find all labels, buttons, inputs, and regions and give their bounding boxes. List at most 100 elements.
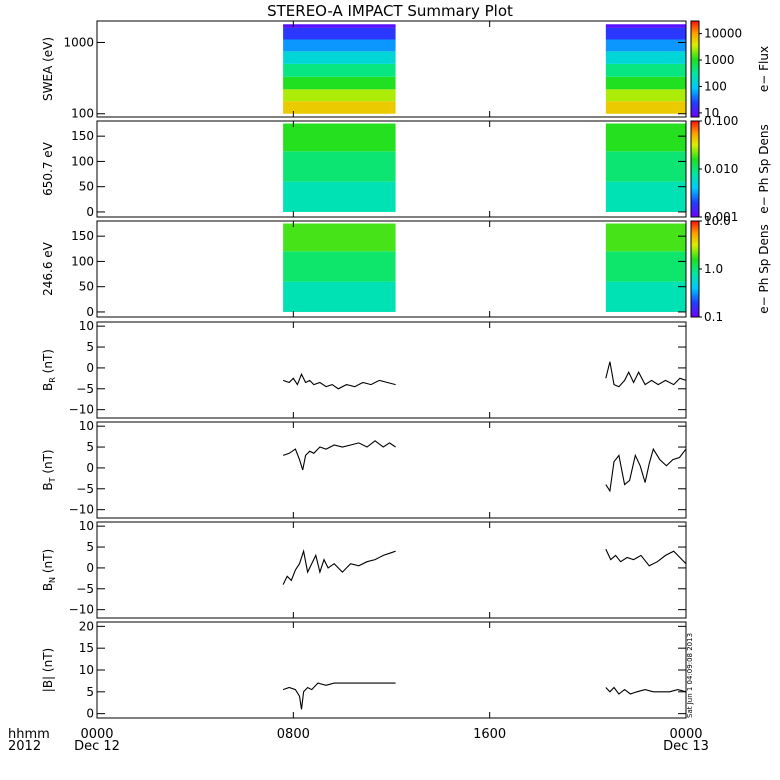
y-tick-label: 0 bbox=[86, 305, 94, 319]
heatmap-cell bbox=[605, 27, 686, 40]
y-tick-label: 150 bbox=[71, 129, 94, 143]
panel-4: −10 −5 0 5 10 BR (nT) bbox=[41, 319, 687, 419]
heatmap-cell bbox=[283, 123, 396, 152]
heatmap-cell bbox=[605, 123, 686, 152]
panel-6: −10 −5 0 5 10 BN (nT) bbox=[41, 519, 687, 619]
panel-7: 0 5 10 15 20 |B| (nT) bbox=[41, 619, 687, 721]
y-tick-label: 150 bbox=[71, 229, 94, 243]
colorbar-tick-label: 100 bbox=[704, 79, 727, 93]
y-axis-label: 246.6 eV bbox=[41, 241, 55, 296]
y-tick-label: −10 bbox=[69, 603, 94, 617]
colorbar bbox=[690, 20, 700, 118]
x-tick-label: 0800 bbox=[277, 727, 310, 742]
colorbar bbox=[690, 120, 700, 218]
series-line bbox=[605, 548, 687, 567]
colorbar-label: e− Ph Sp Dens bbox=[757, 224, 771, 313]
y-tick-label: 100 bbox=[71, 154, 94, 168]
y-tick-label: −10 bbox=[69, 403, 94, 417]
x-tick-label: 0000 bbox=[669, 727, 702, 742]
heatmap-cell bbox=[605, 76, 686, 90]
heatmap-cell bbox=[283, 223, 396, 252]
colorbar-label: e− Ph Sp Dens bbox=[757, 124, 771, 213]
heatmap-cell bbox=[605, 63, 686, 77]
heatmap-cell bbox=[605, 251, 686, 282]
y-tick-label: 10 bbox=[79, 663, 94, 677]
panel-frame bbox=[96, 621, 687, 719]
y-tick-label: 50 bbox=[79, 180, 94, 194]
heatmap-cell bbox=[283, 51, 396, 64]
y-tick-label: 5 bbox=[86, 685, 94, 699]
series-line bbox=[282, 372, 396, 390]
heatmap-cell bbox=[605, 51, 686, 64]
y-tick-label: −5 bbox=[76, 582, 94, 596]
heatmap-cell bbox=[283, 281, 396, 312]
panel-1: 10 100 1000 10000 e− Flux 100 1000 SWEA (eV) bbox=[41, 20, 771, 121]
heatmap-cell bbox=[283, 24, 396, 28]
y-axis-label: |B| (nT) bbox=[41, 648, 55, 692]
heatmap-cell bbox=[283, 76, 396, 90]
y-tick-label: 0 bbox=[86, 561, 94, 575]
heatmap-cell bbox=[283, 151, 396, 182]
y-tick-label: −5 bbox=[76, 482, 94, 496]
colorbar-label: e− Flux bbox=[757, 46, 771, 92]
colorbar bbox=[690, 220, 700, 318]
y-tick-label: 10 bbox=[79, 419, 94, 433]
y-tick-label: 15 bbox=[79, 641, 94, 655]
heatmap-cell bbox=[605, 281, 686, 312]
heatmap-cell bbox=[605, 101, 686, 114]
colorbar-tick-label: 1000 bbox=[704, 53, 735, 67]
y-axis-label: SWEA (eV) bbox=[41, 37, 55, 101]
panel-frame bbox=[96, 321, 687, 419]
panel-3: 0.1 1.0 10.0 e− Ph Sp Dens 0 50 100 150 246.6 eV bbox=[41, 214, 771, 324]
panel-5: −10 −5 0 5 10 BT (nT) bbox=[41, 419, 687, 519]
colorbar-tick-label: 0.1 bbox=[704, 310, 723, 324]
y-tick-label: 0 bbox=[86, 461, 94, 475]
colorbar-tick-label: 10 bbox=[704, 106, 719, 120]
x-tick-label: 1600 bbox=[473, 727, 506, 742]
panel-frame bbox=[96, 120, 687, 218]
x-row-label: hhmm bbox=[8, 727, 50, 742]
heatmap-cell bbox=[283, 181, 396, 212]
y-axis-label: BN (nT) bbox=[41, 549, 57, 591]
colorbar-tick-label: 1.0 bbox=[704, 262, 723, 276]
heatmap-cell bbox=[283, 27, 396, 40]
series-line bbox=[605, 686, 687, 695]
colorbar-tick-label: 0.010 bbox=[704, 162, 738, 176]
panel-frame bbox=[96, 20, 687, 118]
series-line bbox=[282, 440, 396, 471]
y-tick-label: 10 bbox=[79, 319, 94, 333]
y-tick-label: 10 bbox=[79, 519, 94, 533]
y-axis-label: BT (nT) bbox=[41, 449, 57, 490]
heatmap-cell bbox=[605, 223, 686, 252]
y-tick-label: 1000 bbox=[63, 35, 94, 49]
timestamp-label: Sat Jun 1 04:09:08 2013 bbox=[686, 633, 694, 718]
heatmap-cell bbox=[605, 24, 686, 28]
colorbar-tick-label: 0.001 bbox=[704, 210, 738, 224]
heatmap-cell bbox=[283, 63, 396, 77]
y-tick-label: 50 bbox=[79, 280, 94, 294]
y-axis-label: BR (nT) bbox=[41, 349, 57, 391]
colorbar-tick-label: 10.0 bbox=[704, 214, 731, 228]
x-tick-label: 0000 bbox=[80, 727, 113, 742]
x-year-label: 2012 bbox=[8, 739, 41, 754]
heatmap-cell bbox=[605, 89, 686, 102]
heatmap-cell bbox=[283, 251, 396, 282]
panel-frame bbox=[96, 220, 687, 318]
heatmap-cell bbox=[605, 151, 686, 182]
colorbar-tick-label: 10000 bbox=[704, 27, 742, 41]
heatmap-cell bbox=[283, 101, 396, 114]
heatmap-cell bbox=[283, 89, 396, 102]
series-line bbox=[605, 361, 687, 388]
y-tick-label: 0 bbox=[86, 707, 94, 721]
y-tick-label: 0 bbox=[86, 205, 94, 219]
heatmap-cell bbox=[283, 39, 396, 52]
panel-2: 0.001 0.010 0.100 e− Ph Sp Dens 0 50 100 150 650… bbox=[41, 114, 771, 224]
x-tick-date: Dec 12 bbox=[74, 739, 120, 754]
y-tick-label: 100 bbox=[71, 254, 94, 268]
panel-frame bbox=[96, 521, 687, 619]
y-tick-label: 20 bbox=[79, 619, 94, 633]
plot-title: STEREO-A IMPACT Summary Plot bbox=[267, 2, 513, 20]
y-tick-label: −5 bbox=[76, 382, 94, 396]
panel-frame bbox=[96, 421, 687, 519]
